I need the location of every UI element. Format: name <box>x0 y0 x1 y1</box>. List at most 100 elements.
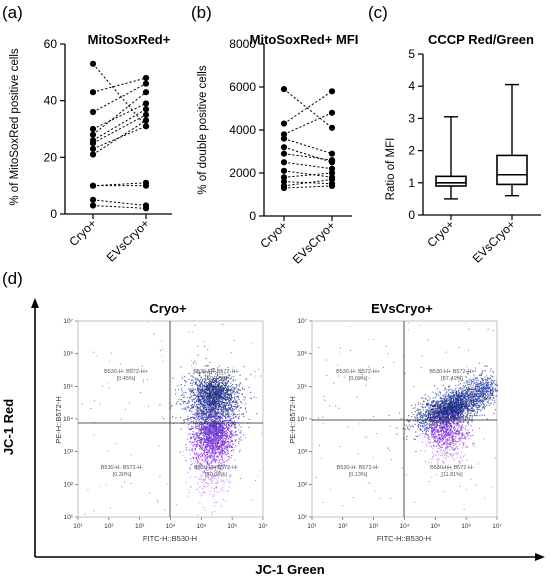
cyto-event <box>228 396 231 398</box>
cyto-event <box>207 411 209 413</box>
cyto-event <box>218 388 220 390</box>
cyto-event <box>236 434 238 436</box>
cyto-event <box>224 433 226 435</box>
cyto-event <box>496 390 498 392</box>
cyto-event <box>489 393 491 395</box>
cyto-event <box>455 391 457 393</box>
cyto-event <box>455 392 457 394</box>
cyto-event <box>458 381 460 383</box>
cyto-event <box>224 372 226 375</box>
cyto-event <box>216 437 218 439</box>
cyto-event <box>203 390 205 392</box>
cyto-event <box>229 433 231 435</box>
cyto-event <box>216 465 218 467</box>
cyto-event <box>223 394 225 396</box>
cyto-event <box>226 402 228 405</box>
cyto-event <box>211 478 213 480</box>
cyto-event <box>198 469 200 471</box>
cyto-event <box>212 392 214 394</box>
cyto-event <box>212 496 214 498</box>
cyto-event <box>202 449 204 451</box>
cyto-event <box>172 416 174 418</box>
cyto-event <box>435 395 437 397</box>
cyto-event <box>223 443 225 445</box>
cyto-event <box>436 428 438 430</box>
cyto-event <box>193 404 195 406</box>
cyto-event <box>235 427 237 429</box>
cyto-event <box>228 373 230 375</box>
cyto-event <box>400 418 402 420</box>
cyto-event <box>448 397 450 399</box>
cyto-event <box>212 450 214 452</box>
cyto-event <box>220 417 222 419</box>
cyto-event <box>222 440 224 442</box>
cyto-event <box>458 387 460 390</box>
cyto-event <box>209 440 211 442</box>
cyto-event <box>230 394 232 396</box>
cyto-event <box>461 416 463 418</box>
cyto-event <box>196 411 198 413</box>
cyto-event <box>213 402 216 404</box>
cyto-event <box>205 412 207 414</box>
cyto-event <box>200 463 202 465</box>
cyto-event <box>228 393 230 396</box>
cyto-event <box>107 382 109 384</box>
cyto-event <box>420 415 422 417</box>
cyto-event <box>191 399 193 401</box>
cyto-event <box>201 459 203 461</box>
cyto-event <box>229 431 231 433</box>
cyto-event <box>210 462 212 464</box>
cyto-event <box>199 502 201 504</box>
cyto-event <box>492 389 494 391</box>
cyto-event <box>211 449 213 451</box>
cyto-event <box>222 437 224 439</box>
cyto-event <box>453 395 455 397</box>
cyto-event <box>233 340 235 342</box>
cyto-event <box>204 440 206 442</box>
cyto-event <box>212 446 215 448</box>
cyto-event <box>411 404 413 407</box>
cyto-event <box>184 379 186 382</box>
panel-a-axes <box>64 44 172 215</box>
cyto-event <box>215 427 217 429</box>
cyto-event <box>184 407 186 409</box>
cyto-event <box>466 387 468 389</box>
panel-a-point-cryo <box>89 151 97 158</box>
cyto-event <box>90 408 92 410</box>
cyto-event <box>232 411 235 413</box>
cyto-event <box>214 502 216 504</box>
cyto-event <box>212 426 214 428</box>
cyto-event <box>200 429 202 431</box>
cyto-event <box>229 403 231 405</box>
cyto-event <box>408 424 410 426</box>
cyto-event <box>198 439 200 441</box>
cyto-cryo-ylabel: PE-H::B572-H <box>54 396 63 444</box>
cyto-event <box>201 439 203 441</box>
cyto-event <box>191 404 194 406</box>
cyto-event <box>209 479 211 481</box>
cyto-event <box>212 432 214 434</box>
cyto-event <box>212 495 214 497</box>
cyto-event <box>210 391 213 393</box>
cyto-event <box>191 385 193 387</box>
cyto-event <box>212 428 214 430</box>
cyto-event <box>203 471 205 473</box>
cyto-event <box>221 432 223 434</box>
cyto-event <box>218 445 220 448</box>
cyto-event <box>197 456 199 458</box>
cyto-event <box>204 446 206 448</box>
cyto-event <box>204 413 206 416</box>
cyto-event <box>157 499 159 501</box>
cyto-event <box>227 408 229 410</box>
cyto-event <box>208 389 210 391</box>
cyto-event <box>216 423 218 425</box>
cyto-event <box>220 385 222 387</box>
cyto-event <box>200 446 202 448</box>
cyto-event <box>213 392 215 395</box>
cyto-event <box>194 433 196 435</box>
cyto-event <box>213 457 215 460</box>
cyto-event <box>239 449 241 451</box>
cyto-event <box>431 423 433 425</box>
cyto-event <box>195 426 197 428</box>
cyto-event <box>185 381 187 383</box>
